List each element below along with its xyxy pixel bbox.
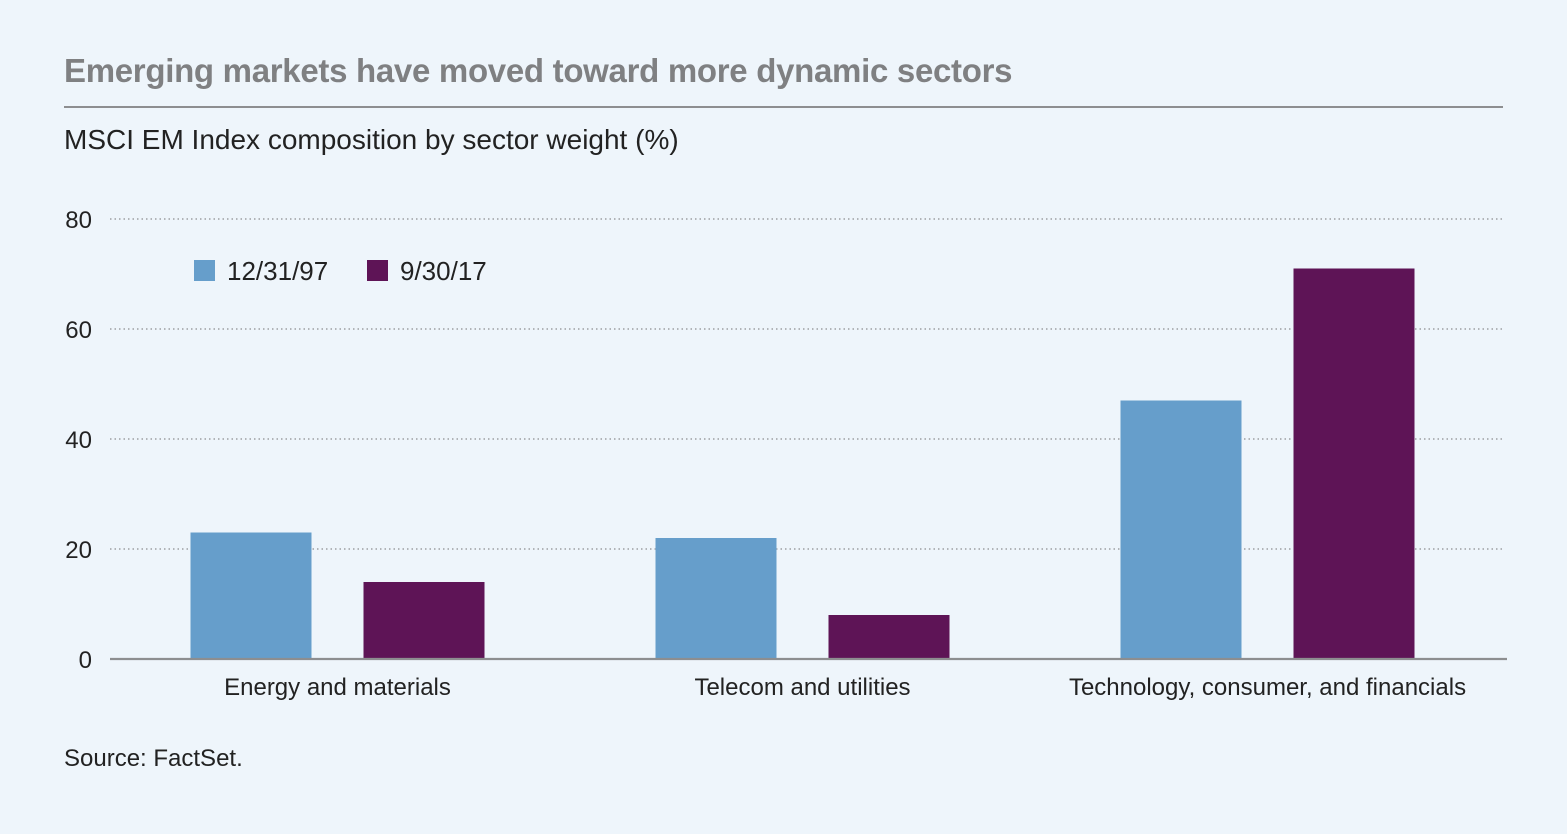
y-tick-label: 20 [65, 537, 92, 564]
y-tick-label: 0 [79, 647, 92, 674]
chart-subtitle: MSCI EM Index composition by sector weig… [64, 124, 679, 155]
y-tick-label: 40 [65, 427, 92, 454]
x-category-label: Technology, consumer, and financials [1069, 674, 1466, 701]
legend-label: 12/31/97 [227, 256, 328, 286]
bar [1293, 268, 1415, 659]
legend-swatch [367, 260, 388, 281]
y-tick-label: 80 [65, 207, 92, 234]
title-divider [64, 106, 1503, 108]
y-tick-label: 60 [65, 317, 92, 344]
bar [655, 538, 777, 659]
legend-label: 9/30/17 [400, 256, 487, 286]
bar [363, 582, 485, 659]
x-category-label: Telecom and utilities [694, 674, 910, 701]
bar [190, 532, 312, 659]
x-category-label: Energy and materials [224, 674, 451, 701]
chart-title: Emerging markets have moved toward more … [64, 52, 1013, 89]
bar [828, 615, 950, 659]
legend-swatch [194, 260, 215, 281]
bar [1120, 400, 1242, 659]
source-note: Source: FactSet. [64, 745, 243, 772]
